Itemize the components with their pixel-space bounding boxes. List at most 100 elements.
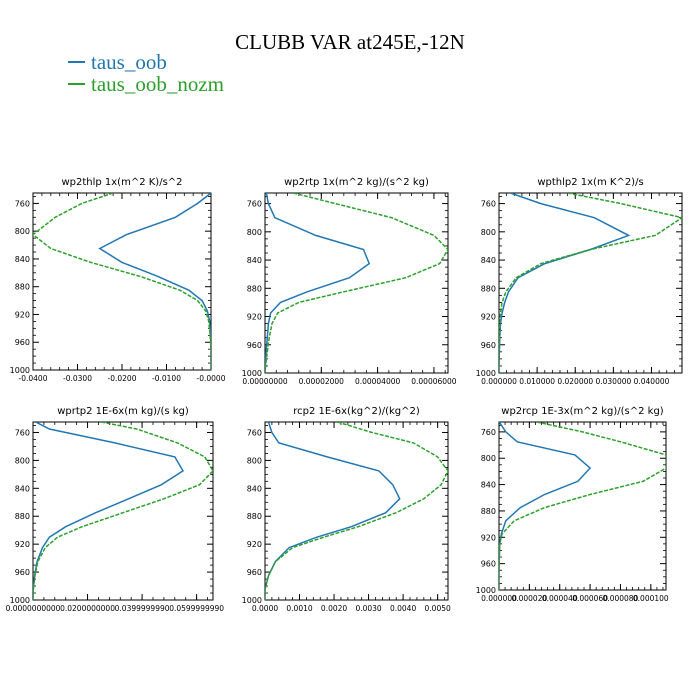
x-tick-label: 0.010000: [519, 377, 555, 386]
y-tick-label: 1000: [10, 596, 30, 605]
y-tick-label: 800: [15, 456, 30, 465]
y-tick-label: 840: [15, 484, 30, 493]
y-tick-label: 800: [481, 454, 496, 463]
y-tick-label: 920: [15, 540, 30, 549]
series-line-taus-oob: [33, 422, 185, 600]
y-tick-label: 800: [481, 228, 496, 237]
x-tick-label: 0.0040: [390, 604, 416, 613]
y-tick-label: 1000: [10, 366, 30, 375]
legend-swatch-0: [68, 61, 85, 64]
panel-2: wpthlp2 1x(m K^2)/s 760 800 840 880 920 960 100…: [476, 177, 683, 386]
y-tick-label: 920: [481, 313, 496, 322]
panel-frame: [32, 421, 214, 601]
panel-frame: [264, 421, 449, 601]
y-tick-label: 960: [247, 568, 262, 577]
y-tick-label: 880: [481, 507, 496, 516]
x-tick-label: 0.00004000: [355, 377, 401, 386]
panel-title: rcp2 1E-6x(kg^2)/(kg^2): [293, 406, 420, 417]
y-tick-label: 880: [247, 512, 262, 521]
x-tick-label: 0.000060: [572, 594, 608, 603]
panel-4: rcp2 1E-6x(kg^2)/(kg^2) 760 800 840 880 920 96…: [242, 406, 451, 613]
y-tick-label: 760: [15, 428, 30, 437]
panel-title: wp2thlp 1x(m^2 K)/s^2: [61, 177, 182, 188]
panel-1: wp2rtp 1x(m^2 kg)/(s^2 kg) 760 800 840 880 92…: [242, 177, 457, 386]
x-tick-label: 0.00002000: [299, 377, 345, 386]
x-tick-label: -0.0100: [152, 374, 181, 383]
panel-title: wp2rtp 1x(m^2 kg)/(s^2 kg): [284, 177, 429, 188]
x-tick-label: 0.000020: [511, 594, 547, 603]
x-tick-label: 0.0050: [425, 604, 451, 613]
x-tick-label: 0.0599999990: [169, 604, 224, 613]
series-line-taus-oob: [499, 422, 592, 590]
y-tick-label: 920: [15, 310, 30, 319]
x-tick-label: 0.0000: [252, 604, 278, 613]
x-tick-label: -0.0400: [19, 374, 48, 383]
x-tick-label: 0.000040: [542, 594, 578, 603]
x-tick-label: 0.000000: [481, 594, 517, 603]
y-tick-label: 840: [481, 256, 496, 265]
x-tick-label: 0.030000: [595, 377, 631, 386]
series-line-taus-oob-nozm: [265, 422, 448, 600]
x-tick-label: 0.0200000000: [60, 604, 115, 613]
y-tick-label: 800: [247, 456, 262, 465]
x-tick-label: 0.00000000: [242, 377, 288, 386]
series-line-taus-oob: [499, 193, 631, 373]
y-tick-label: 1000: [476, 369, 496, 378]
y-tick-label: 840: [481, 481, 496, 490]
y-tick-label: 760: [15, 199, 30, 208]
y-tick-label: 800: [247, 228, 262, 237]
panel-frame: [32, 192, 212, 371]
y-tick-label: 960: [15, 568, 30, 577]
legend-swatch-1: [68, 83, 85, 86]
x-tick-label: 0.000080: [603, 594, 639, 603]
y-tick-label: 880: [15, 283, 30, 292]
x-tick-label: 0.0020: [321, 604, 347, 613]
x-tick-label: 0.0000000000: [6, 604, 61, 613]
legend-label-1: taus_oob_nozm: [91, 72, 224, 96]
legend-label-0: taus_oob: [91, 50, 167, 74]
series-line-taus-oob-nozm: [499, 422, 666, 590]
x-tick-label: 0.000100: [633, 594, 669, 603]
y-tick-label: 920: [481, 533, 496, 542]
y-tick-label: 1000: [476, 586, 496, 595]
x-tick-label: -0.0000: [197, 374, 226, 383]
panel-frame: [498, 192, 683, 374]
x-tick-label: -0.0300: [63, 374, 92, 383]
y-tick-label: 880: [15, 512, 30, 521]
series-line-taus-oob: [265, 193, 371, 373]
x-tick-label: 0.0010: [286, 604, 312, 613]
y-tick-label: 760: [247, 428, 262, 437]
figure-title: CLUBB VAR at245E,-12N: [235, 30, 465, 54]
y-tick-label: 920: [247, 313, 262, 322]
series-line-taus-oob: [265, 422, 401, 600]
series-line-taus-oob-nozm: [33, 422, 213, 600]
y-tick-label: 880: [247, 284, 262, 293]
y-tick-label: 760: [481, 428, 496, 437]
y-tick-label: 1000: [242, 596, 262, 605]
x-tick-label: 0.040000: [634, 377, 670, 386]
series-line-taus-oob-nozm: [499, 193, 682, 373]
legend-entry-1: taus_oob_nozm: [68, 72, 224, 97]
x-tick-label: 0.0399999990: [115, 604, 170, 613]
y-tick-label: 960: [15, 338, 30, 347]
panel-title: wprtp2 1E-6x(m kg)/(s kg): [57, 406, 189, 417]
panel-frame: [264, 192, 449, 374]
panel-title: wp2rcp 1E-3x(m^2 kg)/(s^2 kg): [501, 406, 664, 417]
y-tick-label: 760: [481, 200, 496, 209]
y-tick-label: 960: [481, 341, 496, 350]
series-line-taus-oob-nozm: [265, 193, 448, 373]
x-tick-label: 0.020000: [557, 377, 593, 386]
y-tick-label: 840: [15, 255, 30, 264]
y-tick-label: 840: [247, 256, 262, 265]
y-tick-label: 880: [481, 284, 496, 293]
series-line-taus-oob-nozm: [33, 193, 211, 370]
y-tick-label: 960: [481, 560, 496, 569]
y-tick-label: 760: [247, 200, 262, 209]
panel-5: wp2rcp 1E-3x(m^2 kg)/(s^2 kg) 760 800 840 88…: [476, 406, 669, 603]
y-tick-label: 1000: [242, 369, 262, 378]
panel-0: wp2thlp 1x(m^2 K)/s^2 760 800 840 880 920 960 1…: [10, 177, 226, 383]
y-tick-label: 840: [247, 484, 262, 493]
panel-title: wpthlp2 1x(m K^2)/s: [537, 177, 643, 188]
y-tick-label: 920: [247, 540, 262, 549]
y-tick-label: 960: [247, 341, 262, 350]
